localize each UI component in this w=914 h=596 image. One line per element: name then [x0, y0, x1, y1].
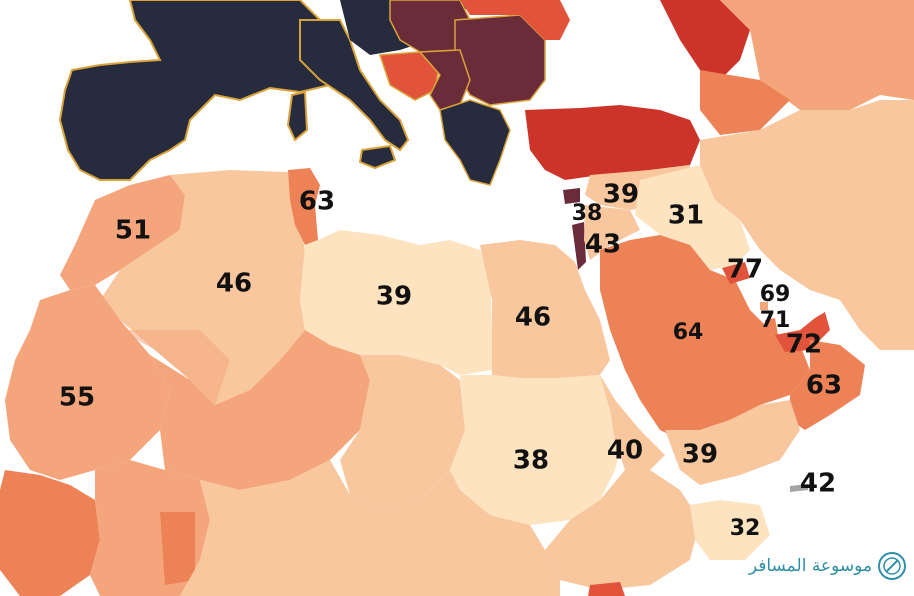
region-sicily	[358, 144, 397, 170]
africa-region	[0, 168, 808, 596]
label-oman: 63	[806, 371, 842, 401]
label-uae: 72	[786, 330, 822, 360]
label-somalia: 42	[800, 469, 836, 499]
region-east-light	[720, 0, 914, 110]
region-mali-niger	[150, 330, 370, 490]
label-yemen: 39	[682, 440, 718, 470]
region-sahara-inner	[120, 330, 230, 405]
region-south-red	[588, 582, 625, 596]
region-oman	[790, 340, 865, 430]
region-qatar	[765, 318, 778, 337]
region-bahrain	[760, 302, 768, 310]
region-somalia-piece	[790, 484, 808, 492]
region-russia-east	[660, 0, 750, 80]
region-ethiopia	[545, 470, 700, 590]
region-libya	[300, 230, 492, 375]
label-libya: 39	[376, 282, 412, 312]
label-bahrain: 69	[760, 282, 791, 307]
label-morocco: 51	[115, 216, 151, 246]
label-djibouti: 32	[730, 516, 761, 541]
region-kuwait	[722, 262, 750, 284]
travel-encyclopedia-logo-icon	[878, 552, 906, 580]
region-israel	[572, 222, 586, 270]
label-tunisia: 63	[299, 187, 335, 217]
label-qatar: 71	[760, 308, 791, 333]
region-italy	[299, 19, 410, 152]
watermark: موسوعة المسافر	[748, 552, 906, 580]
label-egypt: 46	[515, 303, 551, 333]
label-lebanon: 38	[572, 201, 603, 226]
value-labels: 51 46 63 39 46 55 38 40 39 32 42 39 38 4…	[59, 180, 842, 542]
region-caucasus	[700, 70, 790, 135]
region-saudi-arabia	[600, 235, 810, 440]
europe-region	[58, 0, 914, 186]
region-eritrea	[600, 375, 665, 470]
region-sudan	[450, 375, 625, 525]
region-morocco	[60, 175, 185, 290]
label-syria: 39	[603, 180, 639, 210]
region-lebanon	[563, 188, 580, 204]
label-kuwait: 77	[727, 255, 763, 285]
region-sardinia	[286, 90, 309, 142]
region-chad	[340, 355, 465, 510]
region-romania	[454, 14, 546, 106]
region-central-africa	[180, 460, 560, 596]
middle-east-region	[563, 100, 914, 485]
label-saudi-arabia: 64	[673, 320, 704, 345]
region-jordan	[584, 205, 640, 260]
watermark-text: موسوعة المسافر	[748, 556, 872, 576]
region-ukraine	[460, 0, 570, 40]
label-algeria: 46	[216, 269, 252, 299]
region-turkey	[525, 105, 700, 180]
region-djibouti	[690, 500, 770, 560]
region-albania-greece	[439, 99, 511, 186]
region-west-africa-1	[0, 470, 100, 596]
label-iraq: 31	[668, 201, 704, 231]
region-yemen	[665, 400, 800, 485]
region-iran	[700, 100, 914, 350]
region-tunisia	[288, 168, 320, 245]
region-egypt	[480, 240, 610, 378]
label-mauritania: 55	[59, 383, 95, 413]
label-sudan: 38	[513, 446, 549, 476]
label-eritrea: 40	[607, 436, 643, 466]
region-iraq	[635, 165, 750, 270]
label-jordan: 43	[585, 230, 621, 260]
region-west-africa-3	[160, 512, 195, 585]
